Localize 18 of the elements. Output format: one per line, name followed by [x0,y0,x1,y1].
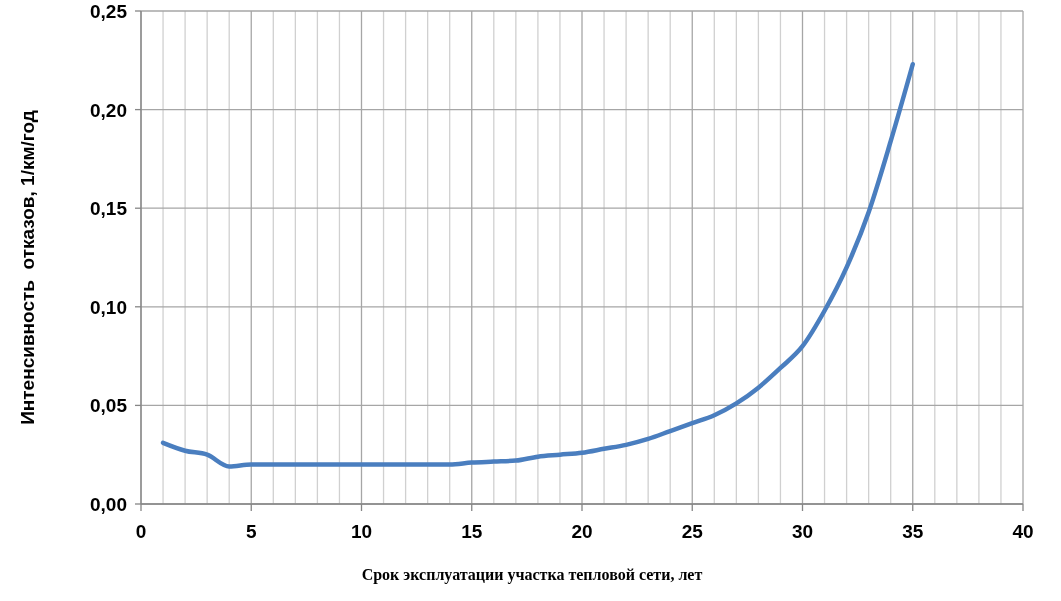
y-tick-label: 0,25 [90,1,128,22]
x-tick-label: 20 [571,521,593,542]
y-axis-title: Интенсивность отказов, 1/км/год [17,110,38,425]
y-tick-label: 0,20 [90,99,127,121]
x-tick-label: 25 [681,521,704,542]
x-tick-label: 30 [791,521,814,542]
x-axis-title: Срок эксплуатации участка тепловой сети, лет [361,566,703,584]
x-tick-label: 0 [135,521,147,542]
x-tick-label: 5 [245,521,257,542]
x-tick-label: 10 [350,521,373,542]
x-tick-label: 40 [1012,521,1034,542]
y-tick-label: 0,00 [90,494,127,515]
x-tick-label: 35 [902,521,924,542]
y-tick-label: 0,10 [90,296,127,318]
line-series [160,61,915,469]
y-tick-label: 0,05 [90,395,128,417]
y-tick-label: 0,15 [90,198,128,220]
x-tick-label: 15 [461,521,483,542]
